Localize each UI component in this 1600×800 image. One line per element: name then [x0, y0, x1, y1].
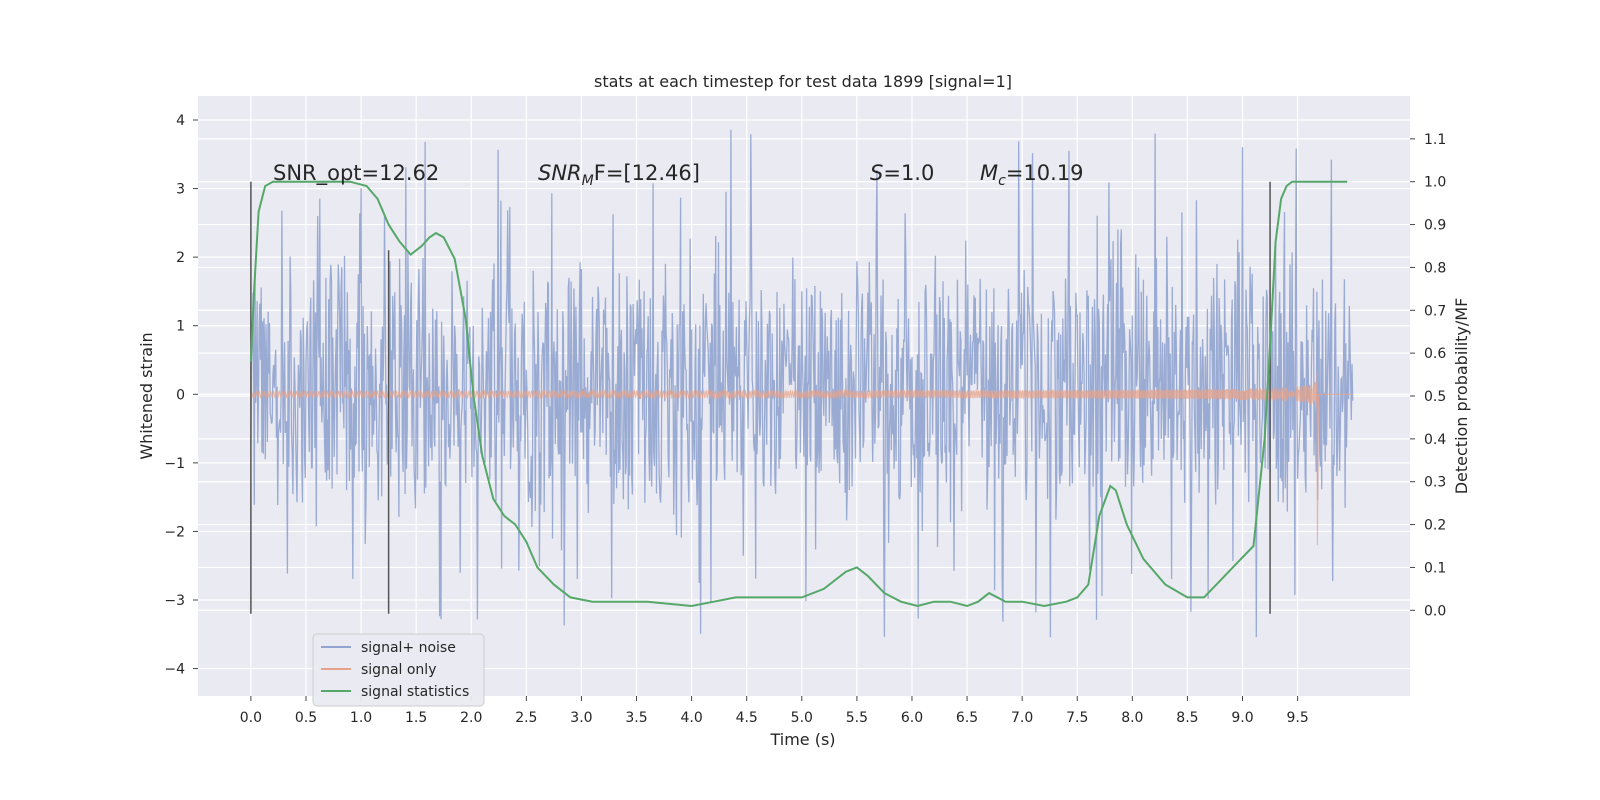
y-right-tick-label: 0.6 — [1424, 346, 1446, 362]
vertical-markers — [250, 181, 1271, 614]
y-tick-label: −1 — [164, 456, 185, 472]
y-axis-right-label: Detection probability/MF — [1452, 298, 1471, 495]
y-tick-label: −2 — [164, 524, 185, 540]
x-axis-ticks: 0.0 0.5 1.0 1.5 2.0 2.5 3.0 3.5 4.0 4.5 5.0 5.5 6.0 6… — [240, 696, 1309, 726]
x-tick-label: 1.5 — [405, 710, 427, 726]
y-tick-label: −4 — [164, 662, 185, 678]
y-tick-label: 0 — [176, 387, 185, 403]
annotations: SNR_opt=12.62 SNRMF=[12.46] S=1.0 Mc=10.… — [273, 161, 1084, 189]
x-tick-label: 6.0 — [901, 710, 923, 726]
series-signal-noise — [250, 129, 1354, 638]
x-tick-label: 2.5 — [515, 710, 537, 726]
annotation-mc: Mc=10.19 — [980, 161, 1084, 189]
x-tick-label: 4.5 — [736, 710, 758, 726]
x-axis-label: Time (s) — [769, 730, 835, 749]
annotation-mc-main: M — [980, 161, 998, 185]
x-tick-label: 5.0 — [791, 710, 813, 726]
x-tick-label: 0.5 — [295, 710, 317, 726]
y-tick-label: 3 — [176, 182, 185, 198]
x-tick-label: 9.0 — [1231, 710, 1253, 726]
y-tick-label: 4 — [176, 113, 185, 129]
legend-label-signal-noise: signal+ noise — [361, 640, 456, 656]
y-axis-label: Whitened strain — [137, 332, 156, 459]
y-right-tick-label: 0.1 — [1424, 560, 1446, 576]
y-axis-right-ticks: 1.1 1.0 0.9 0.8 0.7 0.6 0.5 0.4 0.3 0.2 0.1 0.0 — [1410, 132, 1446, 619]
y-right-tick-label: 0.0 — [1424, 603, 1446, 619]
x-tick-label: 1.0 — [350, 710, 372, 726]
annotation-mc-rest: =10.19 — [1006, 161, 1084, 185]
annotation-mc-sub: c — [998, 173, 1006, 189]
x-tick-label: 0.0 — [240, 710, 262, 726]
annotation-snr-mf: SNRMF=[12.46] — [538, 161, 700, 189]
x-tick-label: 2.0 — [460, 710, 482, 726]
y-right-tick-label: 0.3 — [1424, 475, 1446, 491]
x-tick-label: 7.0 — [1011, 710, 1033, 726]
legend-label-signal-statistics: signal statistics — [361, 684, 469, 700]
x-tick-label: 7.5 — [1066, 710, 1088, 726]
x-tick-label: 5.5 — [846, 710, 868, 726]
y-right-tick-label: 0.4 — [1424, 432, 1446, 448]
annotation-snr-mf-rest: F=[12.46] — [594, 161, 700, 185]
y-tick-label: −3 — [164, 593, 185, 609]
x-tick-label: 8.5 — [1176, 710, 1198, 726]
annotation-s: S=1.0 — [870, 161, 934, 185]
y-right-tick-label: 0.9 — [1424, 218, 1446, 234]
series-signal-statistics — [249, 180, 1348, 608]
y-tick-label: 1 — [176, 319, 185, 335]
x-tick-label: 6.5 — [956, 710, 978, 726]
x-tick-label: 4.0 — [680, 710, 702, 726]
annotation-snr-mf-sub: M — [582, 173, 594, 189]
legend: signal+ noise signal only signal statist… — [312, 633, 485, 707]
legend-box — [312, 633, 485, 707]
y-right-tick-label: 1.1 — [1424, 132, 1446, 148]
y-right-tick-label: 0.5 — [1424, 389, 1446, 405]
x-tick-label: 8.0 — [1121, 710, 1143, 726]
y-right-tick-label: 0.2 — [1424, 518, 1446, 534]
y-right-tick-label: 1.0 — [1424, 175, 1446, 191]
y-axis-ticks: 4 3 2 1 0 −1 −2 −3 −4 — [164, 113, 198, 678]
annotation-snr-mf-main: SNR — [538, 161, 582, 185]
annotation-snr-opt: SNR_opt=12.62 — [273, 161, 439, 186]
x-tick-label: 3.5 — [625, 710, 647, 726]
y-right-tick-label: 0.8 — [1424, 260, 1446, 276]
x-tick-label: 3.0 — [570, 710, 592, 726]
annotation-s-main: S — [870, 161, 883, 185]
series-signal-only — [250, 371, 1353, 546]
annotation-s-rest: =1.0 — [883, 161, 934, 185]
legend-label-signal-only: signal only — [361, 662, 436, 678]
x-tick-label: 9.5 — [1286, 710, 1308, 726]
y-right-tick-label: 0.7 — [1424, 303, 1446, 319]
chart-title: stats at each timestep for test data 189… — [594, 72, 1012, 91]
y-tick-label: 2 — [176, 250, 185, 266]
